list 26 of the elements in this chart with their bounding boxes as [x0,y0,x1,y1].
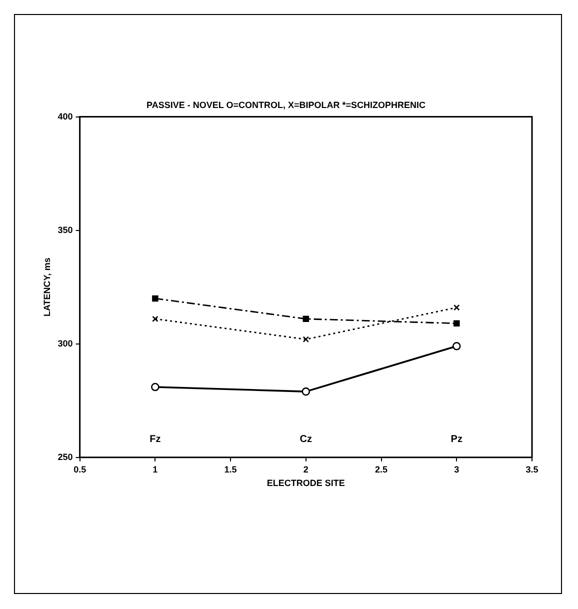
annotation: Pz [450,434,462,446]
point [454,320,460,327]
point [151,382,160,392]
point [152,295,158,302]
y-axis-title: LATENCY, ms [42,258,52,317]
y-tick-label: 300 [58,338,73,348]
point [302,336,310,342]
annotation: Cz [300,434,312,446]
x-tick-label: 3 [454,464,460,474]
x-tick-label: 2 [303,464,308,474]
point [302,387,310,396]
y-tick-label: 250 [58,452,73,462]
x-axis-title: ELECTRODE SITE [266,478,345,488]
point [452,342,461,350]
x-tick-label: 3.5 [526,464,538,474]
y-tick-label: 350 [58,224,73,235]
y-tick-label: 400 [58,111,73,122]
annotation: Fz [150,434,161,446]
x-tick-label: 0.5 [74,464,86,474]
point [152,316,158,322]
x-tick-label: 1 [152,464,158,474]
x-tick-label: 2.5 [375,464,388,474]
x-tick-label: 1.5 [224,464,237,474]
point [302,316,310,322]
point [454,304,460,311]
chart-title: PASSIVE - NOVEL O=CONTROL, X=BIPOLAR *=SCHIZOPHRENIC [146,100,426,110]
